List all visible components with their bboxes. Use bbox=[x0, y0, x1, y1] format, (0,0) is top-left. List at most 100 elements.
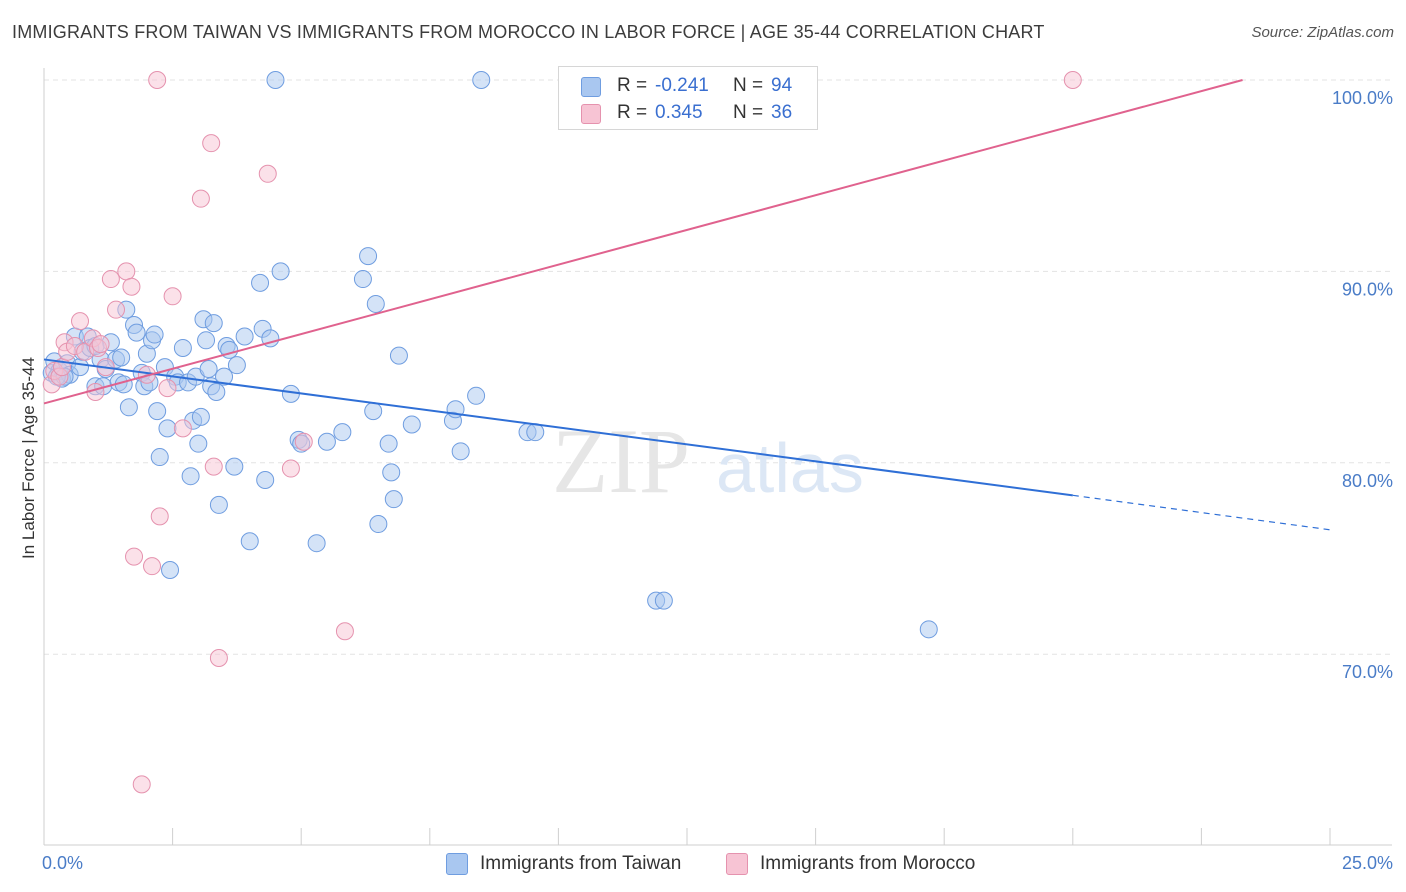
data-point-taiwan bbox=[181, 467, 200, 486]
watermark: ZIP atlas bbox=[552, 410, 864, 512]
data-point-taiwan bbox=[382, 463, 401, 482]
data-point-taiwan bbox=[71, 358, 90, 377]
data-point-taiwan bbox=[307, 534, 326, 553]
data-point-taiwan bbox=[158, 419, 177, 438]
source-label: Source: ZipAtlas.com bbox=[1251, 24, 1394, 41]
data-point-morocco bbox=[209, 649, 228, 668]
bottom-legend-taiwan: Immigrants from Taiwan bbox=[446, 851, 706, 877]
trend-line-taiwan bbox=[43, 358, 1073, 497]
data-point-morocco bbox=[163, 287, 182, 306]
data-point-taiwan bbox=[161, 560, 180, 579]
data-point-taiwan bbox=[919, 620, 938, 639]
data-point-morocco bbox=[150, 507, 169, 526]
data-point-taiwan bbox=[389, 346, 408, 365]
data-point-morocco bbox=[71, 312, 90, 331]
data-point-taiwan bbox=[251, 273, 270, 292]
data-point-taiwan bbox=[227, 356, 246, 375]
data-point-taiwan bbox=[145, 325, 164, 344]
bottom-legend-morocco: Immigrants from Morocco bbox=[726, 851, 1006, 877]
data-point-taiwan bbox=[189, 434, 208, 453]
data-point-morocco bbox=[101, 270, 120, 289]
data-point-morocco bbox=[148, 71, 167, 89]
data-point-taiwan bbox=[150, 448, 169, 467]
data-point-morocco bbox=[125, 547, 144, 566]
y-axis-title: In Labor Force | Age 35-44 bbox=[19, 357, 38, 559]
data-point-taiwan bbox=[215, 367, 234, 386]
legend-n-label: N = bbox=[733, 102, 764, 123]
data-point-taiwan bbox=[379, 434, 398, 453]
data-point-taiwan bbox=[197, 331, 216, 350]
data-point-taiwan bbox=[654, 591, 673, 610]
data-point-taiwan bbox=[127, 323, 146, 342]
data-point-taiwan bbox=[364, 402, 383, 421]
series-taiwan bbox=[42, 71, 938, 639]
x-tick-label: 0.0% bbox=[42, 853, 83, 873]
axes bbox=[43, 68, 1392, 846]
data-point-morocco bbox=[204, 457, 223, 476]
data-point-taiwan bbox=[266, 71, 285, 89]
legend-n-value-morocco: 36 bbox=[771, 102, 793, 123]
bottom-legend-swatch-taiwan bbox=[446, 853, 468, 875]
data-point-taiwan bbox=[366, 294, 385, 313]
legend-r-value-morocco: 0.345 bbox=[655, 102, 703, 123]
data-point-morocco bbox=[107, 300, 126, 319]
y-tick-label: 80.0% bbox=[1342, 471, 1393, 491]
data-point-taiwan bbox=[204, 314, 223, 333]
data-point-morocco bbox=[158, 379, 177, 398]
data-point-morocco bbox=[173, 419, 192, 438]
data-point-taiwan bbox=[199, 360, 218, 379]
legend-swatch-taiwan bbox=[581, 77, 601, 97]
legend-r-value-taiwan: -0.241 bbox=[655, 75, 709, 96]
legend-n-label: N = bbox=[733, 75, 764, 96]
data-point-morocco bbox=[281, 459, 300, 478]
data-point-taiwan bbox=[369, 515, 388, 534]
data-point-taiwan bbox=[240, 532, 259, 551]
data-point-taiwan bbox=[402, 415, 421, 434]
data-point-taiwan bbox=[467, 386, 486, 405]
grid-lines bbox=[44, 79, 1392, 655]
data-point-taiwan bbox=[173, 338, 192, 357]
legend-n-value-taiwan: 94 bbox=[771, 75, 793, 96]
data-point-taiwan bbox=[112, 348, 131, 367]
legend-box: R = -0.241 N = 94 R = 0.345 N = 36 bbox=[558, 66, 818, 130]
data-point-taiwan bbox=[207, 382, 226, 401]
data-point-taiwan bbox=[235, 327, 254, 346]
legend-swatch-morocco bbox=[581, 104, 601, 124]
data-point-morocco bbox=[91, 335, 110, 354]
y-tick-label: 70.0% bbox=[1342, 662, 1393, 682]
trend-line-taiwan-extension bbox=[1072, 494, 1331, 531]
data-point-morocco bbox=[143, 557, 162, 576]
data-point-taiwan bbox=[191, 407, 210, 426]
data-point-taiwan bbox=[281, 384, 300, 403]
data-point-taiwan bbox=[119, 398, 138, 417]
data-point-taiwan bbox=[359, 247, 378, 266]
data-point-morocco bbox=[132, 775, 151, 794]
data-point-taiwan bbox=[333, 423, 352, 442]
data-point-taiwan bbox=[384, 490, 403, 509]
data-point-taiwan bbox=[526, 423, 545, 442]
data-point-taiwan bbox=[148, 402, 167, 421]
series-morocco bbox=[42, 71, 1082, 794]
data-point-taiwan bbox=[225, 457, 244, 476]
data-point-morocco bbox=[258, 164, 277, 183]
data-point-taiwan bbox=[317, 432, 336, 451]
x-tick-label: 25.0% bbox=[1342, 853, 1393, 873]
trend-lines bbox=[43, 79, 1331, 531]
bottom-legend-label-morocco: Immigrants from Morocco bbox=[760, 853, 976, 874]
data-point-morocco bbox=[122, 277, 141, 296]
watermark-atlas: atlas bbox=[716, 429, 864, 507]
data-point-morocco bbox=[117, 262, 136, 281]
data-point-morocco bbox=[1063, 71, 1082, 89]
y-tick-label: 90.0% bbox=[1342, 279, 1393, 299]
data-point-taiwan bbox=[256, 471, 275, 490]
chart-title: IMMIGRANTS FROM TAIWAN VS IMMIGRANTS FRO… bbox=[12, 22, 1045, 42]
data-point-morocco bbox=[191, 189, 210, 208]
data-point-taiwan bbox=[271, 262, 290, 281]
data-point-taiwan bbox=[472, 71, 491, 89]
bottom-legend-label-taiwan: Immigrants from Taiwan bbox=[480, 853, 682, 874]
tick-labels: 100.0% 90.0% 80.0% 70.0% 0.0% 25.0% bbox=[42, 88, 1393, 873]
y-tick-label: 100.0% bbox=[1332, 88, 1393, 108]
data-point-taiwan bbox=[451, 442, 470, 461]
data-point-taiwan bbox=[209, 495, 228, 514]
